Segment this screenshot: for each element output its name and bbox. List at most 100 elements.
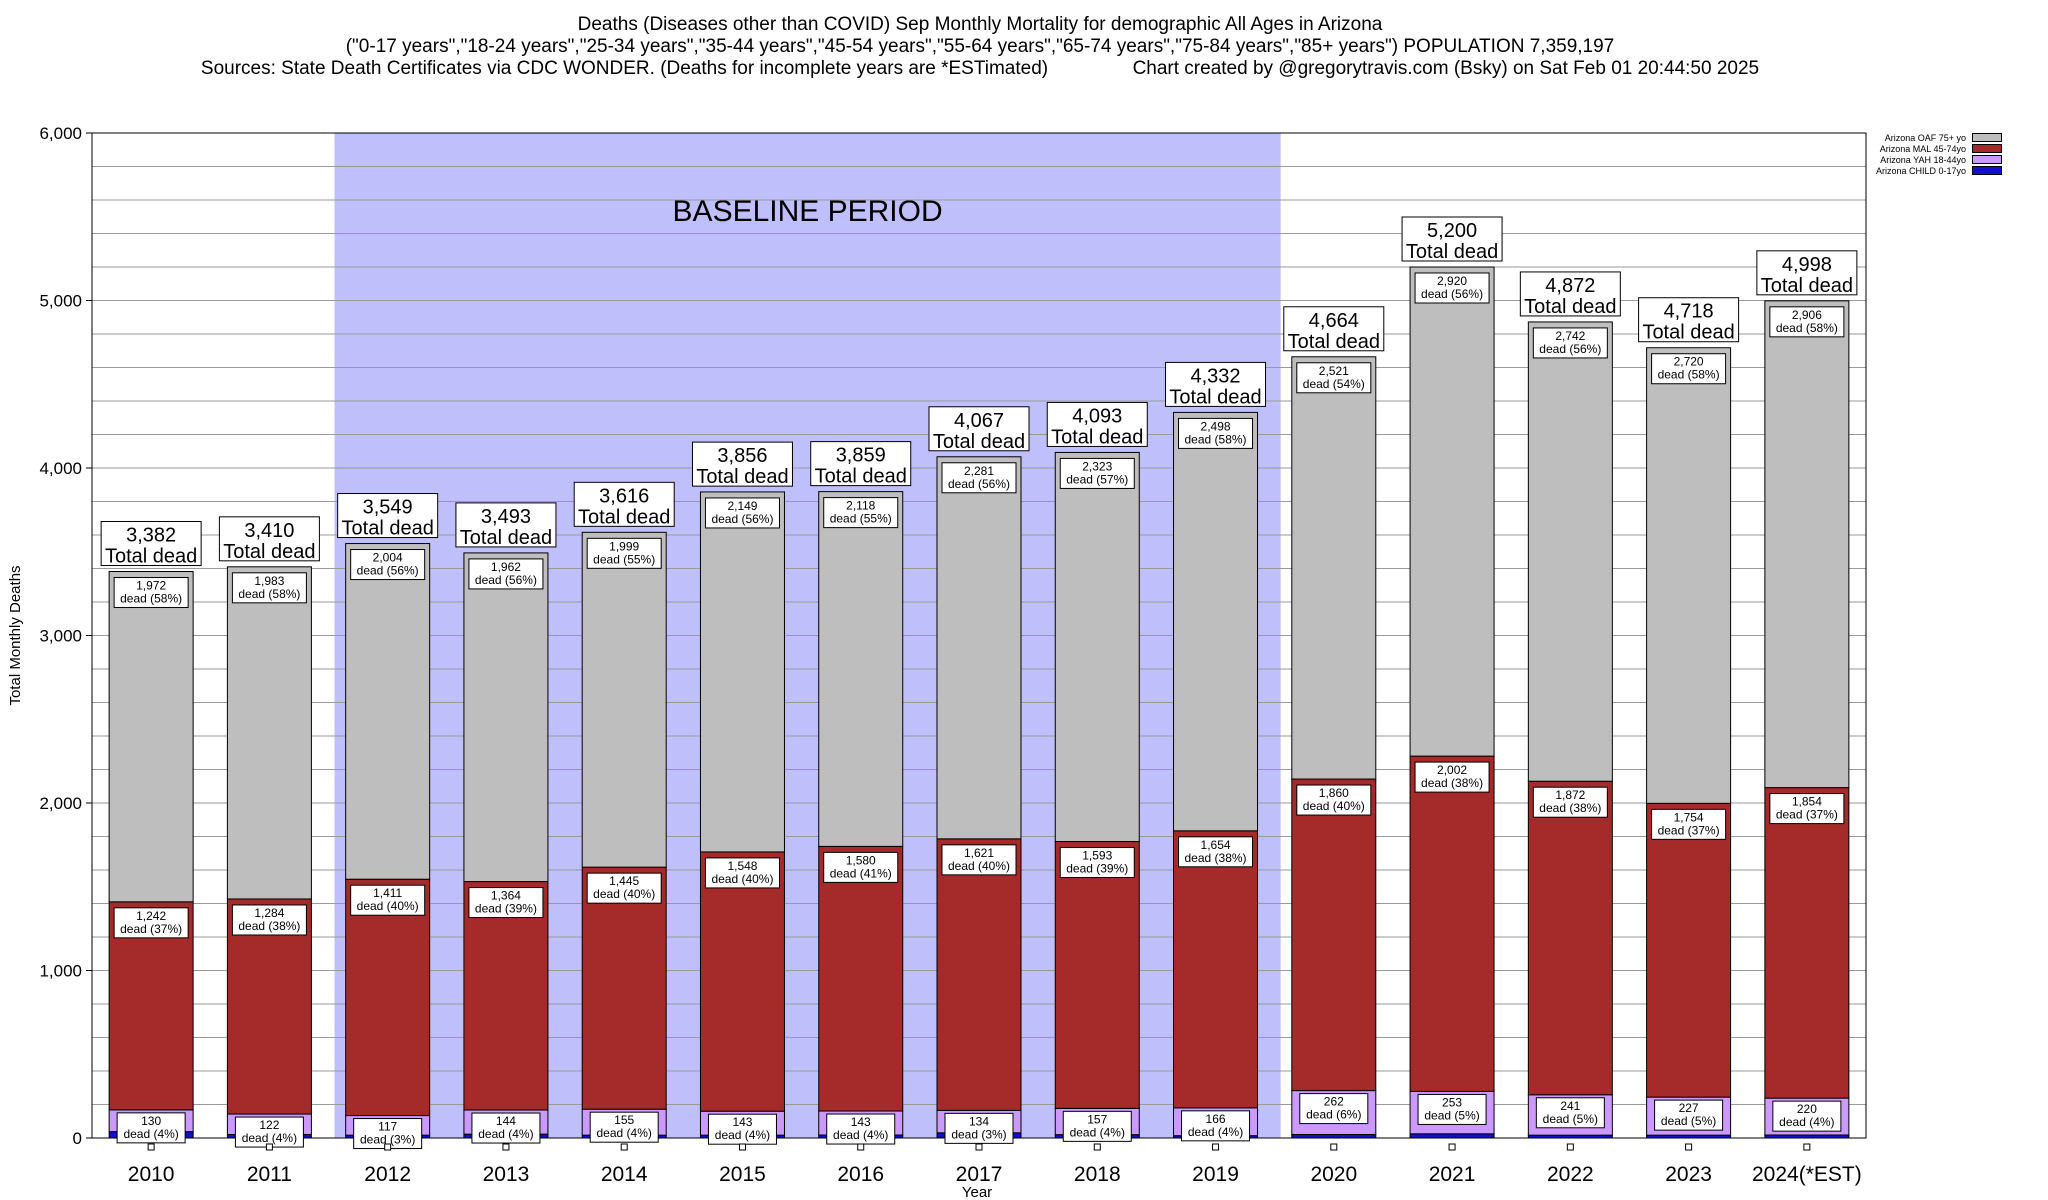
y-tick-label: 2,000 bbox=[39, 794, 82, 813]
segment-data-label-box bbox=[1532, 786, 1608, 818]
child-marker bbox=[1448, 1143, 1456, 1151]
total-value-label: 3,856 bbox=[717, 445, 767, 467]
bar-segment-arizona-oaf-75-yo bbox=[108, 571, 194, 903]
total-value-label: 4,872 bbox=[1545, 275, 1595, 297]
segment-data-label: dead (55%) bbox=[830, 512, 892, 526]
x-tick-label: 2017 bbox=[956, 1163, 1003, 1186]
segment-data-label: 155 bbox=[614, 1113, 634, 1127]
x-tick-label: 2012 bbox=[364, 1163, 411, 1186]
segment-data-label: dead (4%) bbox=[833, 1128, 888, 1142]
segment-data-label: dead (40%) bbox=[948, 859, 1010, 873]
segment-data-label: 1,962 bbox=[491, 560, 521, 574]
segment-data-label: dead (41%) bbox=[830, 866, 892, 880]
segment-data-label: 1,999 bbox=[609, 539, 639, 553]
legend-swatch bbox=[1972, 166, 2002, 175]
segment-data-label: 262 bbox=[1324, 1095, 1344, 1109]
segment-data-label-box bbox=[941, 462, 1017, 494]
segment-data-label-box bbox=[586, 872, 662, 904]
total-value-label: 3,859 bbox=[836, 445, 886, 467]
bar-segment-arizona-oaf-75-yo bbox=[1173, 411, 1259, 832]
segment-data-label: 130 bbox=[141, 1114, 161, 1128]
child-marker bbox=[1803, 1143, 1811, 1151]
segment-data-label: 143 bbox=[732, 1115, 752, 1129]
legend-label: Arizona MAL 45-74yo bbox=[1879, 143, 1966, 154]
child-marker bbox=[1330, 1143, 1338, 1151]
x-tick-label: 2016 bbox=[837, 1163, 884, 1186]
total-value-label: 5,200 bbox=[1427, 220, 1477, 242]
bar-segment-arizona-oaf-75-yo bbox=[699, 491, 785, 853]
bar-segment-arizona-mal-45-74yo bbox=[818, 845, 904, 1112]
segment-data-label-box bbox=[1654, 1099, 1724, 1131]
legend-swatch bbox=[1972, 133, 2002, 142]
total-label-box bbox=[1283, 306, 1385, 352]
segment-data-label: dead (5%) bbox=[1661, 1114, 1716, 1128]
segment-data-label: 2,521 bbox=[1319, 364, 1349, 378]
segment-data-label-box bbox=[1651, 808, 1727, 840]
total-label-box bbox=[455, 502, 557, 548]
segment-data-label-box bbox=[116, 1112, 186, 1144]
segment-data-label-box bbox=[350, 884, 426, 916]
x-tick-label: 2013 bbox=[483, 1163, 530, 1186]
total-dead-label: Total dead bbox=[815, 466, 907, 488]
segment-data-label: dead (39%) bbox=[475, 902, 537, 916]
total-dead-label: Total dead bbox=[933, 431, 1025, 453]
x-tick-label: 2021 bbox=[1429, 1163, 1476, 1186]
segment-data-label: 2,498 bbox=[1201, 419, 1231, 433]
bar-segment-arizona-oaf-75-yo bbox=[1291, 356, 1377, 780]
segment-data-label: 1,580 bbox=[846, 853, 876, 867]
y-tick-label: 0 bbox=[73, 1129, 82, 1148]
segment-data-label-box bbox=[586, 537, 662, 569]
child-marker bbox=[1093, 1143, 1101, 1151]
legend-label: Arizona OAF 75+ yo bbox=[1884, 132, 1966, 143]
segment-data-label-box bbox=[231, 572, 307, 604]
segment-data-label-box bbox=[1414, 272, 1490, 304]
segment-data-label-box bbox=[1062, 1110, 1132, 1142]
segment-data-label-box bbox=[944, 1112, 1014, 1144]
x-tick-label: 2024(*EST) bbox=[1752, 1163, 1862, 1186]
child-marker bbox=[147, 1143, 155, 1151]
total-dead-label: Total dead bbox=[1524, 296, 1616, 318]
segment-data-label: 1,621 bbox=[964, 846, 994, 860]
segment-data-label-box bbox=[350, 549, 426, 581]
segment-data-label: dead (4%) bbox=[1188, 1125, 1243, 1139]
segment-data-label: dead (55%) bbox=[593, 552, 655, 566]
segment-data-label: dead (58%) bbox=[120, 592, 182, 606]
segment-data-label: 2,281 bbox=[964, 464, 994, 478]
bar-segment-arizona-oaf-75-yo bbox=[1764, 300, 1850, 789]
segment-data-label: 1,754 bbox=[1674, 810, 1704, 824]
y-tick-label: 3,000 bbox=[39, 627, 82, 646]
segment-data-label: 144 bbox=[496, 1114, 516, 1128]
legend-swatch bbox=[1972, 144, 2002, 153]
total-dead-label: Total dead bbox=[342, 518, 434, 540]
x-tick-label: 2023 bbox=[1665, 1163, 1712, 1186]
segment-data-label: dead (4%) bbox=[1779, 1115, 1834, 1129]
segment-data-label: 2,742 bbox=[1555, 329, 1585, 343]
child-marker bbox=[1566, 1143, 1574, 1151]
total-value-label: 3,616 bbox=[599, 485, 649, 507]
bar-segment-arizona-mal-45-74yo bbox=[1764, 787, 1850, 1099]
segment-data-label: dead (37%) bbox=[120, 922, 182, 936]
segment-data-label: dead (56%) bbox=[1539, 342, 1601, 356]
segment-data-label-box bbox=[1535, 1097, 1605, 1129]
segment-data-label-box bbox=[1178, 417, 1254, 449]
segment-data-label-box bbox=[1417, 1093, 1487, 1125]
bar-segment-arizona-oaf-75-yo bbox=[581, 531, 667, 868]
segment-data-label: dead (4%) bbox=[478, 1127, 533, 1141]
segment-data-label: dead (56%) bbox=[357, 564, 419, 578]
segment-data-label: dead (37%) bbox=[1776, 808, 1838, 822]
segment-data-label: 1,445 bbox=[609, 874, 639, 888]
bar-segment-arizona-child-0-17yo bbox=[1291, 1133, 1377, 1139]
total-dead-label: Total dead bbox=[1406, 241, 1498, 263]
total-dead-label: Total dead bbox=[1169, 386, 1261, 408]
segment-data-label: 1,654 bbox=[1201, 838, 1231, 852]
segment-data-label-box bbox=[826, 1113, 896, 1145]
total-label-box bbox=[337, 493, 439, 539]
total-value-label: 3,493 bbox=[481, 506, 531, 528]
segment-data-label: dead (58%) bbox=[1776, 321, 1838, 335]
chart-title: Deaths (Diseases other than COVID) Sep M… bbox=[577, 14, 1383, 35]
total-label-box bbox=[1401, 216, 1503, 262]
x-tick-label: 2018 bbox=[1074, 1163, 1121, 1186]
total-label-box bbox=[1519, 271, 1621, 317]
bar-segment-arizona-mal-45-74yo bbox=[463, 881, 549, 1111]
segment-data-label: 1,242 bbox=[136, 909, 166, 923]
